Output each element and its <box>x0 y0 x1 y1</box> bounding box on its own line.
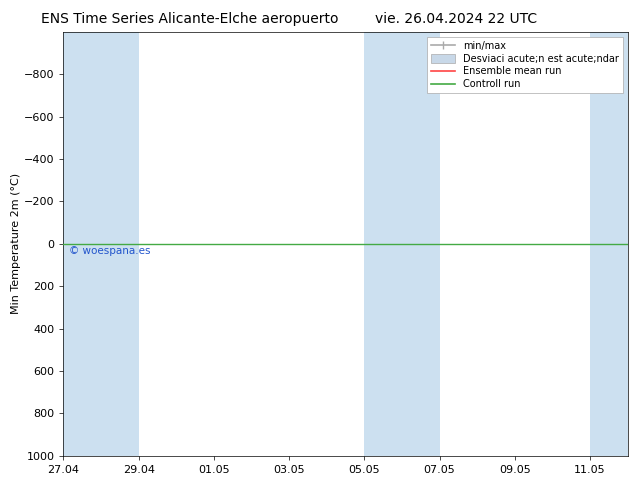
Bar <box>590 32 628 456</box>
Text: © woespana.es: © woespana.es <box>69 246 150 256</box>
Bar <box>365 32 439 456</box>
Legend: min/max, Desviaci acute;n est acute;ndar, Ensemble mean run, Controll run: min/max, Desviaci acute;n est acute;ndar… <box>427 37 623 93</box>
Y-axis label: Min Temperature 2m (°C): Min Temperature 2m (°C) <box>11 173 21 315</box>
Text: ENS Time Series Alicante-Elche aeropuerto: ENS Time Series Alicante-Elche aeropuert… <box>41 12 339 26</box>
Bar <box>63 32 139 456</box>
Text: vie. 26.04.2024 22 UTC: vie. 26.04.2024 22 UTC <box>375 12 538 26</box>
